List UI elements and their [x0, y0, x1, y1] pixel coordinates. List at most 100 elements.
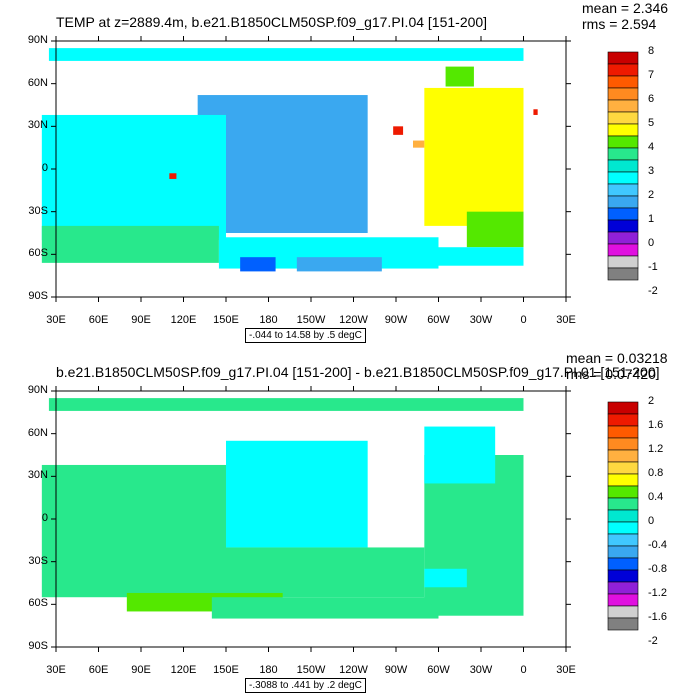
field-region-8	[431, 601, 524, 616]
field-region-5	[240, 257, 276, 272]
field-region-1	[226, 440, 368, 548]
field-region-4	[211, 597, 439, 619]
field-region-6	[424, 426, 496, 484]
colorbar-label: 5	[648, 117, 655, 129]
field-region-0	[41, 464, 227, 598]
colorbar-swatch-2	[607, 75, 639, 89]
lon-label: 150E	[213, 314, 239, 326]
lat-label: 0	[41, 162, 48, 174]
lat-label: 60N	[27, 76, 48, 89]
map-plot	[41, 386, 639, 652]
lat-label: 30N	[27, 469, 48, 482]
lon-label: 150W	[296, 664, 326, 676]
colorbar-label: 0.8	[648, 467, 664, 479]
field-region-2	[226, 547, 425, 598]
colorbar-swatch-15	[607, 231, 639, 245]
colorbar-swatch-4	[607, 449, 639, 463]
colorbar-label: 0	[648, 515, 655, 527]
colorbar-label: 1.2	[648, 443, 664, 455]
lat-label: 30S	[28, 204, 48, 217]
colorbar-label: 2	[648, 395, 655, 407]
colorbar-swatch-18	[607, 267, 639, 281]
lat-label: 90S	[28, 640, 48, 652]
colorbar-swatch-10	[607, 171, 639, 185]
colorbar-swatch-12	[607, 545, 639, 559]
colorbar-label: 8	[648, 45, 655, 57]
colorbar-label: -2	[648, 285, 658, 297]
colorbar-swatch-14	[607, 219, 639, 233]
panel-title: TEMP at z=2889.4m, b.e21.B1850CLM50SP.f0…	[56, 14, 488, 30]
colorbar-swatch-9	[607, 159, 639, 173]
colorbar-swatch-9	[607, 509, 639, 523]
colorbar-swatch-5	[607, 111, 639, 125]
field-region-12	[413, 140, 425, 148]
colorbar-swatch-14	[607, 569, 639, 583]
colorbar-label: -2	[648, 635, 658, 647]
panel-difference-map: b.e21.B1850CLM50SP.f09_g17.PI.04 [151-20…	[0, 350, 700, 700]
colorbar-swatch-2	[607, 425, 639, 439]
field-region-1	[41, 114, 227, 241]
colorbar-swatch-11	[607, 533, 639, 547]
colorbar-label: 7	[648, 69, 655, 81]
colorbar-swatch-8	[607, 497, 639, 511]
field-region-10	[48, 48, 524, 61]
lon-label: 30W	[469, 314, 493, 326]
field-region-8	[431, 247, 524, 266]
contour-info-label: -.044 to 14.58 by .5 degC	[245, 328, 366, 343]
lat-label: 60S	[28, 247, 48, 260]
colorbar-label: -1.6	[648, 611, 667, 623]
colorbar-swatch-6	[607, 473, 639, 487]
lat-label: 30S	[28, 554, 48, 567]
lon-label: 30E	[46, 314, 66, 326]
lon-label: 180	[259, 664, 278, 676]
colorbar-swatch-7	[607, 135, 639, 149]
lon-label: 150E	[213, 664, 239, 676]
colorbar-swatch-13	[607, 557, 639, 571]
colorbar-swatch-0	[607, 51, 639, 65]
lon-label: 30E	[556, 314, 576, 326]
lon-label: 90E	[131, 664, 151, 676]
lon-label: 0	[520, 664, 527, 676]
field-region-9	[445, 66, 474, 87]
colorbar-swatch-17	[607, 255, 639, 269]
lon-label: 0	[520, 314, 527, 326]
lon-label: 90E	[131, 314, 151, 326]
field-region-2	[41, 225, 219, 263]
contour-info-label: -.3088 to .441 by .2 degC	[245, 678, 366, 693]
field-region-9	[48, 398, 524, 411]
rms-label: rms = 0.07420	[566, 366, 656, 382]
lon-label: 60E	[88, 314, 109, 326]
colorbar-swatch-12	[607, 195, 639, 209]
colorbar-label: -1.2	[648, 587, 667, 599]
colorbar-swatch-5	[607, 461, 639, 475]
colorbar-swatch-18	[607, 617, 639, 631]
rms-label: rms = 2.594	[582, 16, 657, 32]
lon-label: 180	[259, 314, 278, 326]
lon-label: 90W	[384, 664, 408, 676]
lat-label: 90N	[27, 34, 48, 46]
colorbar-label: 1	[648, 213, 655, 225]
colorbar-swatch-15	[607, 581, 639, 595]
colorbar-swatch-7	[607, 485, 639, 499]
field-region-13	[169, 173, 177, 179]
mean-label: mean = 0.03218	[566, 350, 668, 366]
colorbar-swatch-16	[607, 593, 639, 607]
field-region-6	[424, 87, 524, 226]
lon-label: 30E	[46, 664, 66, 676]
lon-label: 60W	[427, 314, 450, 326]
lon-label: 30W	[469, 664, 493, 676]
colorbar-swatch-1	[607, 63, 639, 77]
field-region-7	[466, 211, 524, 248]
lat-label: 90S	[28, 290, 48, 302]
colorbar-swatch-4	[607, 99, 639, 113]
colorbar-label: 0.4	[648, 491, 664, 503]
lon-label: 90W	[384, 314, 408, 326]
colorbar-swatch-0	[607, 401, 639, 415]
colorbar-swatch-16	[607, 243, 639, 257]
lon-label: 60W	[427, 664, 450, 676]
colorbar-swatch-11	[607, 183, 639, 197]
colorbar-label: 0	[648, 237, 655, 249]
colorbar-label: -0.8	[648, 563, 667, 575]
colorbar-label: 3	[648, 165, 655, 177]
colorbar-label: -1	[648, 261, 658, 273]
